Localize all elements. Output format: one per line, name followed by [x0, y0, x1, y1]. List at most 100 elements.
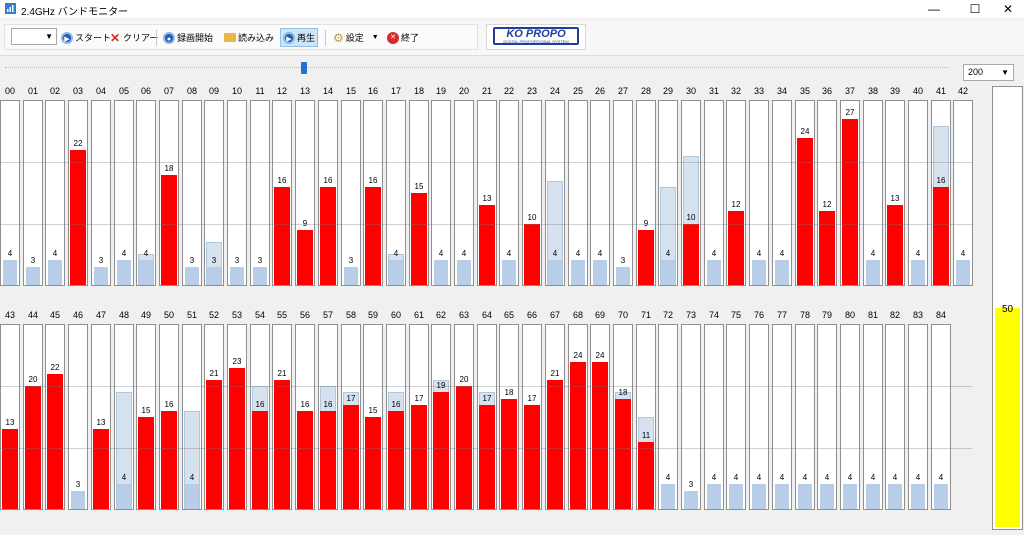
channel-box: 4 — [749, 324, 769, 510]
level-bar — [866, 484, 880, 509]
channel-box: 16 — [295, 324, 315, 510]
exit-button[interactable]: ✕ 終了 — [387, 29, 419, 46]
channel-label: 12 — [276, 86, 287, 96]
channel-label: 69 — [594, 310, 605, 320]
value-label: 9 — [302, 219, 308, 228]
value-label: 4 — [892, 473, 898, 482]
level-bar — [911, 260, 925, 285]
channel-box: 4 — [704, 324, 724, 510]
channel-label: 65 — [503, 310, 514, 320]
channel-61: 61 17 — [409, 309, 429, 510]
value-label: 20 — [28, 375, 38, 384]
level-bar — [820, 484, 834, 509]
channel-07: 07 18 — [159, 85, 179, 286]
toolbar-group: ▼ ▶ スタート ✕ クリアー ● 録画開始 読み込み ▶ 再生 ⚙ 設定 ▼ — [4, 24, 478, 50]
channel-box: 3 — [182, 100, 202, 286]
device-select[interactable]: ▼ — [11, 28, 57, 45]
channel-box: 4 — [136, 100, 156, 286]
channel-label: 73 — [685, 310, 696, 320]
level-bar — [456, 386, 472, 509]
level-bar — [501, 399, 517, 509]
toolbar-separator — [325, 30, 326, 46]
level-bar — [388, 411, 404, 509]
settings-dropdown-icon[interactable]: ▼ — [371, 34, 379, 41]
value-label: 16 — [255, 400, 265, 409]
zoom-select[interactable]: 200 ▼ — [963, 64, 1014, 81]
channel-label: 31 — [708, 86, 719, 96]
level-bar — [297, 411, 313, 509]
channel-label: 60 — [390, 310, 401, 320]
channel-box: 4 — [772, 100, 792, 286]
value-label: 16 — [277, 176, 287, 185]
level-bar — [365, 417, 381, 509]
channel-box: 4 — [817, 324, 837, 510]
maximize-button[interactable]: ☐ — [969, 2, 981, 16]
channel-label: 44 — [27, 310, 38, 320]
level-bar — [161, 411, 177, 509]
slider-thumb[interactable] — [301, 62, 307, 74]
value-label: 24 — [595, 351, 605, 360]
channel-15: 15 3 — [341, 85, 361, 286]
close-button[interactable]: ✕ — [1002, 2, 1014, 16]
channel-box: 27 — [840, 100, 860, 286]
channel-label: 80 — [844, 310, 855, 320]
play-button[interactable]: ▶ 再生 — [280, 28, 319, 47]
value-label: 19 — [436, 381, 446, 390]
channel-38: 38 4 — [863, 85, 883, 286]
channel-17: 17 4 — [386, 85, 406, 286]
value-label: 15 — [141, 406, 151, 415]
value-label: 4 — [665, 249, 671, 258]
channel-22: 22 4 — [499, 85, 519, 286]
channel-box: 13 — [477, 100, 497, 286]
chevron-down-icon: ▼ — [1001, 68, 1009, 77]
level-bar — [479, 405, 495, 509]
level-bar — [25, 386, 41, 509]
level-bar — [117, 484, 131, 509]
channel-label: 50 — [163, 310, 174, 320]
channel-label: 10 — [231, 86, 242, 96]
channel-label: 40 — [912, 86, 923, 96]
channel-box: 24 — [795, 100, 815, 286]
channel-box: 4 — [840, 324, 860, 510]
level-bar — [524, 224, 540, 285]
channel-box: 3 — [227, 100, 247, 286]
time-slider[interactable] — [3, 58, 951, 76]
channel-label: 46 — [72, 310, 83, 320]
gridline — [0, 162, 972, 163]
level-bar — [26, 267, 40, 285]
level-bar — [343, 405, 359, 509]
channel-label: 07 — [163, 86, 174, 96]
channel-box: 3 — [204, 100, 224, 286]
value-label: 4 — [847, 473, 853, 482]
clear-button[interactable]: ✕ クリアー — [109, 29, 159, 46]
value-label: 4 — [393, 249, 399, 258]
channel-box: 16 — [250, 324, 270, 510]
value-label: 13 — [890, 194, 900, 203]
start-label: スタート — [75, 33, 112, 43]
settings-button[interactable]: ⚙ 設定 ▼ — [333, 29, 379, 46]
value-label: 4 — [7, 249, 13, 258]
channel-box: 4 — [454, 100, 474, 286]
channel-71: 71 11 — [636, 309, 656, 510]
level-bar — [139, 260, 153, 285]
clear-icon: ✕ — [109, 30, 121, 45]
gridline — [0, 448, 972, 449]
channel-label: 64 — [481, 310, 492, 320]
load-button[interactable]: 読み込み — [224, 29, 274, 46]
channel-box: 4 — [749, 100, 769, 286]
channel-78: 78 4 — [795, 309, 815, 510]
start-button[interactable]: ▶ スタート — [61, 29, 111, 46]
channel-box: 16 — [159, 324, 179, 510]
channel-box: 23 — [227, 324, 247, 510]
channel-box: 22 — [45, 324, 65, 510]
channel-label: 79 — [821, 310, 832, 320]
level-bar — [819, 211, 835, 285]
channel-box: 13 — [885, 100, 905, 286]
channel-73: 73 3 — [681, 309, 701, 510]
channel-82: 82 4 — [885, 309, 905, 510]
record-label: 録画開始 — [177, 33, 214, 43]
channel-box: 4 — [182, 324, 202, 510]
level-bar — [185, 267, 199, 285]
minimize-button[interactable]: — — [928, 2, 940, 16]
record-button[interactable]: ● 録画開始 — [163, 29, 213, 46]
